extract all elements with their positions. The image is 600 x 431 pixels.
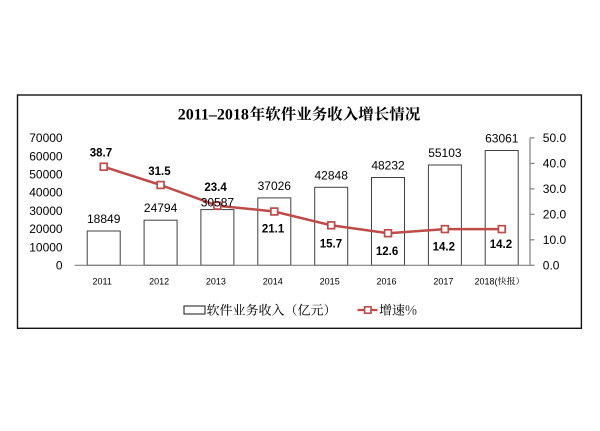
svg-text:12.6: 12.6 <box>376 246 398 258</box>
svg-text:2011: 2011 <box>93 276 112 286</box>
svg-text:2017: 2017 <box>433 276 453 286</box>
svg-text:42848: 42848 <box>315 168 349 182</box>
svg-text:2012: 2012 <box>149 276 169 286</box>
svg-text:23.4: 23.4 <box>204 182 227 194</box>
svg-text:10.0: 10.0 <box>543 233 567 247</box>
svg-text:55103: 55103 <box>428 146 462 160</box>
svg-text:40000: 40000 <box>29 186 63 200</box>
svg-text:30000: 30000 <box>29 204 63 218</box>
svg-text:15.7: 15.7 <box>320 238 342 250</box>
svg-text:70000: 70000 <box>29 131 63 145</box>
svg-text:14.2: 14.2 <box>490 239 512 251</box>
svg-text:14.2: 14.2 <box>433 242 455 254</box>
svg-text:18849: 18849 <box>87 212 121 226</box>
svg-text:2018(: 2018( <box>475 276 498 286</box>
svg-text:2013: 2013 <box>206 276 226 286</box>
svg-text:2015: 2015 <box>320 276 340 286</box>
svg-text:38.7: 38.7 <box>90 147 112 159</box>
svg-text:2011–2018: 2011–2018 <box>178 107 249 124</box>
svg-text:24794: 24794 <box>144 201 178 215</box>
svg-text:40.0: 40.0 <box>543 157 567 171</box>
svg-text:21.1: 21.1 <box>262 224 285 236</box>
svg-text:37026: 37026 <box>258 179 292 193</box>
svg-text:2016: 2016 <box>376 276 396 286</box>
svg-text:63061: 63061 <box>485 132 519 146</box>
svg-text:2014: 2014 <box>263 276 283 286</box>
svg-text:48232: 48232 <box>371 159 405 173</box>
svg-text:0: 0 <box>56 259 63 273</box>
svg-text:10000: 10000 <box>29 240 63 254</box>
svg-text:30587: 30587 <box>201 195 235 209</box>
svg-text:31.5: 31.5 <box>148 166 171 178</box>
svg-text:0.0: 0.0 <box>543 259 560 273</box>
svg-text:20.0: 20.0 <box>543 208 567 222</box>
svg-text:50.0: 50.0 <box>543 131 567 145</box>
svg-text:30.0: 30.0 <box>543 182 567 196</box>
svg-text:60000: 60000 <box>29 149 63 163</box>
svg-text:50000: 50000 <box>29 168 63 182</box>
svg-text:20000: 20000 <box>29 222 63 236</box>
